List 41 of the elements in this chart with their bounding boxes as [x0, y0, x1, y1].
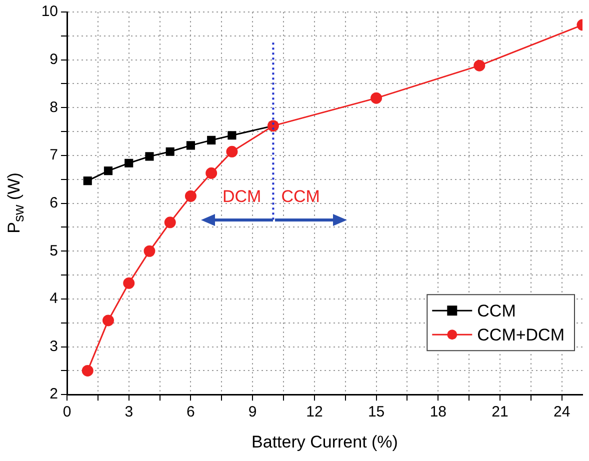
point: [186, 141, 196, 150]
legend-label: CCM: [477, 301, 516, 320]
y-tick-label: 2: [50, 386, 58, 403]
point: [228, 131, 236, 140]
point: [207, 136, 216, 144]
x-tick-label: 18: [430, 404, 447, 421]
x-tick-label: 9: [248, 404, 257, 421]
point: [370, 92, 382, 104]
point: [124, 158, 134, 168]
y-tick-label: 10: [41, 3, 58, 20]
x-tick-label: 12: [306, 404, 323, 421]
point: [474, 60, 486, 72]
y-tick-label: 7: [50, 146, 58, 164]
point: [164, 216, 176, 228]
point: [184, 190, 196, 202]
y-tick-label: 9: [50, 50, 58, 68]
legend-label: CCM+DCM: [477, 325, 564, 344]
point: [82, 364, 94, 376]
point: [206, 167, 218, 179]
y-tick-label: 3: [50, 338, 58, 355]
x-axis-title: Battery Current (%): [252, 432, 398, 452]
point: [83, 176, 92, 186]
point: [104, 166, 113, 176]
y-tick-label: 4: [50, 290, 58, 308]
point: [144, 245, 156, 257]
point: [123, 277, 135, 289]
x-tick-label: 0: [62, 404, 72, 421]
annotation: CCM: [281, 187, 320, 206]
point: [166, 147, 174, 156]
y-tick-label: 8: [50, 98, 58, 116]
x-tick-label: 6: [186, 404, 195, 421]
y-tick-label: 6: [50, 194, 58, 212]
x-tick-label: 15: [368, 404, 385, 421]
x-tick-label: 24: [554, 404, 570, 421]
point: [226, 146, 238, 158]
x-tick-label: 3: [124, 404, 134, 421]
point: [102, 314, 114, 326]
annotation: DCM: [222, 187, 262, 206]
x-tick-label: 21: [492, 404, 508, 421]
point: [145, 152, 154, 161]
y-tick-label: 5: [50, 242, 58, 260]
